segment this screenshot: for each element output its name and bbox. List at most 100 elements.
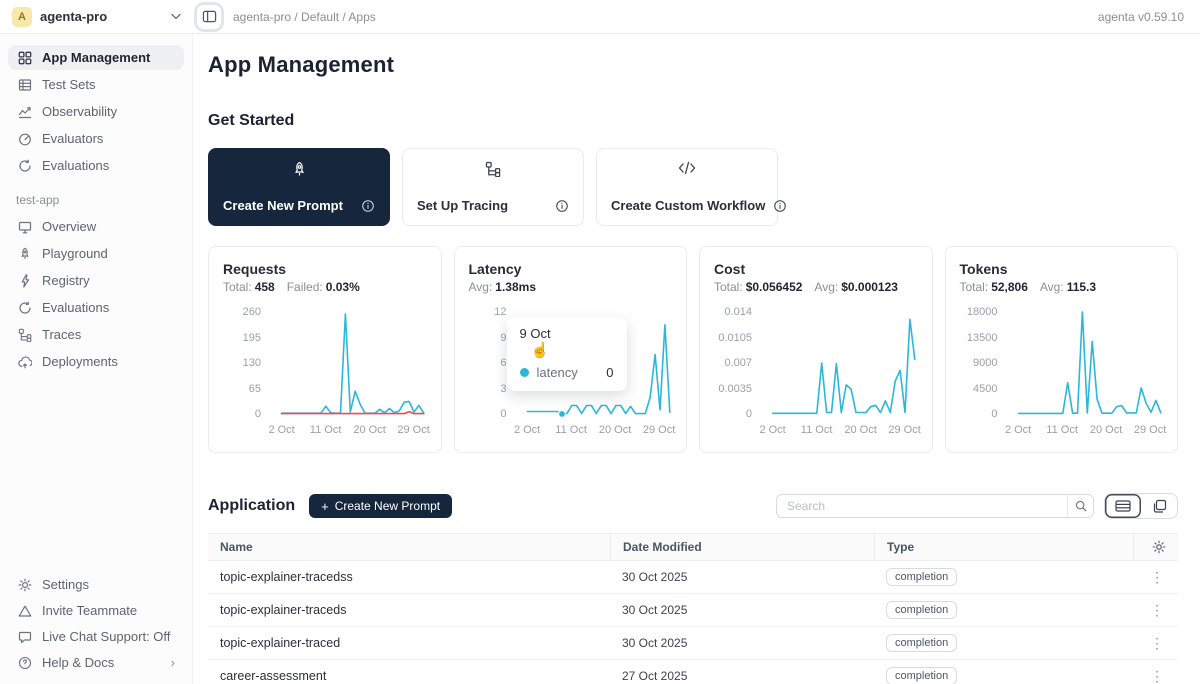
sidebar-item-label: Live Chat Support: Off xyxy=(42,629,171,644)
x-axis-labels: 2 Oct 11 Oct 20 Oct 29 Oct xyxy=(759,424,921,436)
table-row[interactable]: career-assessment 27 Oct 2025 completion… xyxy=(208,660,1178,684)
type-badge: completion xyxy=(886,667,958,684)
sidebar-item-evaluations-app[interactable]: Evaluations xyxy=(8,295,184,320)
sidebar-item-label: Evaluations xyxy=(42,158,110,173)
type-badge: completion xyxy=(886,568,958,586)
sidebar-item-label: Registry xyxy=(42,273,90,288)
sidebar-item-overview[interactable]: Overview xyxy=(8,214,184,239)
rocket-icon xyxy=(223,161,375,178)
chart-stat: Total: $0.056452 xyxy=(714,280,803,294)
workspace-name: agenta-pro xyxy=(40,9,108,24)
create-new-prompt-card[interactable]: Create New Prompt xyxy=(208,148,390,226)
search-icon[interactable] xyxy=(1067,495,1093,517)
refresh-icon xyxy=(17,158,32,173)
sidebar-collapse-icon xyxy=(202,9,217,24)
sidebar-item-invite-teammate[interactable]: Invite Teammate xyxy=(8,598,184,623)
sidebar-item-label: Observability xyxy=(42,104,118,119)
y-axis-labels: 0.014 0.0105 0.007 0.0035 0 xyxy=(718,306,752,420)
type-badge: completion xyxy=(886,634,958,652)
code-icon xyxy=(611,161,763,175)
sidebar-group-test-app: test-app xyxy=(16,193,60,207)
chart-stats: Total: 52,806 Avg: 115.3 xyxy=(960,280,1164,294)
chart-stat: Total: 52,806 xyxy=(959,280,1028,294)
column-header-date-modified: Date Modified xyxy=(610,534,874,560)
metrics-row: Requests Total: 458 Failed: 0.03% 260 195 130… xyxy=(208,246,1178,453)
tooltip-series: latency xyxy=(536,365,578,380)
chart-plot: 2 Oct 11 Oct 20 Oct 29 Oct xyxy=(759,312,921,436)
search-input[interactable] xyxy=(777,499,1067,513)
sidebar-collapse-button[interactable] xyxy=(197,4,221,29)
chart-stats: Avg: 1.38ms xyxy=(469,280,673,294)
app-name: career-assessment xyxy=(220,669,327,683)
series-dot xyxy=(519,368,529,377)
button-label: Create New Prompt xyxy=(334,499,441,513)
app-version: agenta v0.59.10 xyxy=(1097,9,1184,24)
sidebar-item-settings[interactable]: Settings xyxy=(8,572,184,597)
y-axis-labels: 18000 13500 9000 4500 0 xyxy=(966,306,998,420)
workspace-selector[interactable]: A agenta-pro xyxy=(0,6,193,27)
main-content: App Management Get Started Create New Pr… xyxy=(193,34,1200,684)
sidebar-item-label: Evaluations xyxy=(42,300,110,315)
row-kebab-menu[interactable]: ⋮ xyxy=(1150,601,1164,618)
chart-title: Cost xyxy=(714,261,746,277)
create-custom-workflow-card[interactable]: Create Custom Workflow xyxy=(596,148,787,226)
chevron-down-icon xyxy=(171,13,181,20)
app-name: topic-explainer-traced xyxy=(220,636,341,650)
sidebar-item-app-management[interactable]: App Management xyxy=(8,45,184,70)
type-badge: completion xyxy=(886,601,958,619)
app-date: 30 Oct 2025 xyxy=(622,603,688,617)
tooltip-date: 9 Oct xyxy=(519,326,551,341)
chart-plot: 2 Oct 11 Oct 20 Oct 29 Oct xyxy=(514,312,675,436)
column-settings-gear[interactable] xyxy=(1133,534,1178,560)
sidebar-item-live-chat[interactable]: Live Chat Support: Off xyxy=(8,624,184,649)
help-icon xyxy=(17,655,32,670)
requests-chart-card: Requests Total: 458 Failed: 0.03% 260 195 130… xyxy=(208,246,442,453)
x-axis-labels: 2 Oct 11 Oct 20 Oct 29 Oct xyxy=(268,424,430,436)
info-icon[interactable] xyxy=(555,199,569,213)
topbar: A agenta-pro agenta-pro / Default / Apps… xyxy=(0,0,1200,34)
cost-chart-card: Cost Total: $0.056452 Avg: $0.000123 0.014 0… xyxy=(699,246,933,453)
sidebar-item-label: Test Sets xyxy=(42,77,96,92)
gear-icon xyxy=(17,577,32,592)
chart-stat: Avg: 115.3 xyxy=(1039,280,1097,294)
sidebar-item-help-docs[interactable]: Help & Docs › xyxy=(8,650,184,675)
chart-title: Latency xyxy=(468,261,522,277)
view-toggle xyxy=(1104,493,1178,519)
create-new-prompt-button[interactable]: + Create New Prompt xyxy=(309,494,453,518)
chart-title: Requests xyxy=(223,261,287,277)
info-icon[interactable] xyxy=(773,199,787,213)
row-kebab-menu[interactable]: ⋮ xyxy=(1150,667,1164,684)
sidebar-item-test-sets[interactable]: Test Sets xyxy=(8,72,184,97)
tokens-chart-card: Tokens Total: 52,806 Avg: 115.3 18000 13500 9… xyxy=(944,246,1178,453)
chart-stat: Total: 458 xyxy=(223,280,275,294)
table-view-button[interactable] xyxy=(1105,494,1141,518)
sidebar-item-observability[interactable]: Observability xyxy=(8,99,184,124)
sidebar-item-registry[interactable]: Registry xyxy=(8,268,184,293)
card-view-button[interactable] xyxy=(1141,494,1177,518)
sidebar-item-label: App Management xyxy=(42,50,151,65)
sidebar-item-label: Playground xyxy=(42,246,108,261)
sidebar-item-playground[interactable]: Playground xyxy=(8,241,184,266)
sidebar-item-label: Deployments xyxy=(42,354,118,369)
sidebar-item-traces[interactable]: Traces xyxy=(8,322,184,347)
sidebar-item-evaluations[interactable]: Evaluations xyxy=(8,153,184,178)
tooltip-value: 0 xyxy=(606,365,614,380)
monitor-icon xyxy=(17,219,32,234)
row-kebab-menu[interactable]: ⋮ xyxy=(1150,568,1164,585)
table-row[interactable]: topic-explainer-traceds 30 Oct 2025 comp… xyxy=(208,594,1178,627)
triangle-icon xyxy=(17,603,32,618)
chart-stats: Total: 458 Failed: 0.03% xyxy=(223,280,427,294)
lightning-icon xyxy=(17,273,32,288)
table-row[interactable]: topic-explainer-tracedss 30 Oct 2025 com… xyxy=(208,561,1178,594)
table-row[interactable]: topic-explainer-traced 30 Oct 2025 compl… xyxy=(208,627,1178,660)
sidebar-item-evaluators[interactable]: Evaluators xyxy=(8,126,184,151)
y-axis-labels: 12 9 6 3 0 xyxy=(494,306,507,420)
row-kebab-menu[interactable]: ⋮ xyxy=(1150,634,1164,651)
set-up-tracing-card[interactable]: Set Up Tracing xyxy=(402,148,584,226)
sidebar-item-deployments[interactable]: Deployments xyxy=(8,349,184,374)
chat-icon xyxy=(17,629,32,644)
breadcrumb[interactable]: agenta-pro / Default / Apps xyxy=(233,9,376,24)
x-axis-labels: 2 Oct 11 Oct 20 Oct 29 Oct xyxy=(1004,424,1167,436)
info-icon[interactable] xyxy=(361,199,375,213)
chart-stats: Total: $0.056452 Avg: $0.000123 xyxy=(714,280,918,294)
